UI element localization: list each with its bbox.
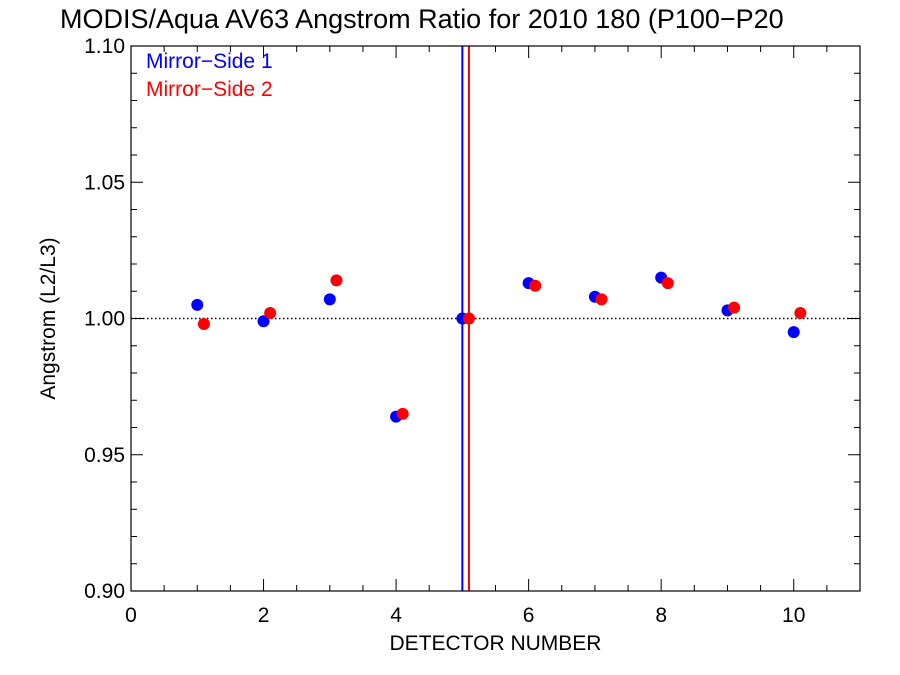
- data-point-series-2: [197, 317, 210, 330]
- y-tick-label: 1.00: [84, 308, 125, 331]
- data-point-series-2: [396, 407, 409, 420]
- chart-title: MODIS/Aqua AV63 Angstrom Ratio for 2010 …: [60, 4, 784, 34]
- x-tick-label: 2: [258, 604, 270, 627]
- y-tick-label: 0.90: [84, 580, 125, 603]
- data-point-series-2: [595, 293, 608, 306]
- legend-mirror-side-2: Mirror−Side 2: [146, 78, 273, 101]
- x-tick-label: 0: [125, 604, 137, 627]
- x-tick-label: 8: [655, 604, 667, 627]
- data-point-series-1: [323, 293, 336, 306]
- x-tick-label: 6: [523, 604, 535, 627]
- x-tick-label: 10: [782, 604, 805, 627]
- plot-frame: [130, 45, 861, 592]
- data-point-series-2: [529, 279, 542, 292]
- y-axis-label: Angstrom (L2/L3): [37, 237, 60, 399]
- y-tick-label: 0.95: [84, 444, 125, 467]
- data-point-series-2: [462, 312, 475, 325]
- x-tick-label: 4: [390, 604, 402, 627]
- legend-mirror-side-1: Mirror−Side 1: [146, 50, 273, 73]
- x-axis-label: DETECTOR NUMBER: [390, 632, 602, 655]
- data-point-series-2: [330, 274, 343, 287]
- data-point-series-2: [661, 277, 674, 290]
- y-tick-label: 1.10: [84, 35, 125, 58]
- data-point-series-1: [787, 326, 800, 339]
- data-point-series-1: [257, 315, 270, 328]
- data-point-series-2: [728, 301, 741, 314]
- y-tick-label: 1.05: [84, 171, 125, 194]
- data-point-series-2: [264, 307, 277, 320]
- data-point-series-1: [191, 298, 204, 311]
- data-point-series-2: [794, 307, 807, 320]
